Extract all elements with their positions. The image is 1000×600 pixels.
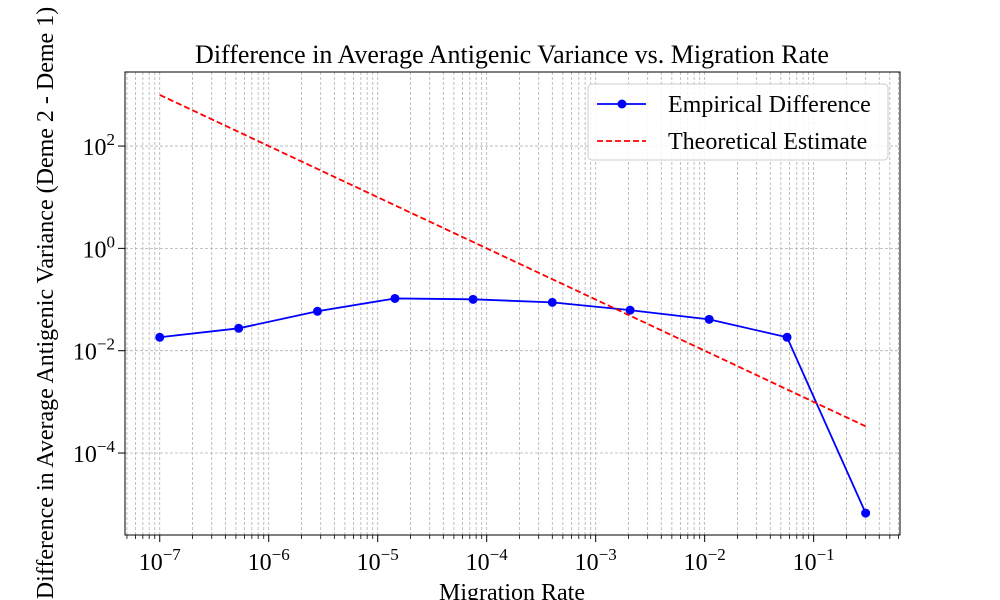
x-tick-label: 10−6 bbox=[248, 545, 290, 576]
x-tick-label: 10−5 bbox=[357, 545, 399, 576]
x-axis-label: Migration Rate bbox=[439, 580, 585, 600]
x-tick-label: 10−7 bbox=[139, 545, 182, 576]
x-tick-label: 10−1 bbox=[793, 545, 835, 576]
x-tick-label: 10−4 bbox=[466, 545, 509, 576]
data-point bbox=[861, 508, 871, 518]
data-point bbox=[625, 305, 635, 315]
data-point bbox=[547, 297, 557, 307]
y-tick-label: 10−2 bbox=[73, 335, 115, 366]
data-point bbox=[312, 306, 322, 316]
y-tick-label: 102 bbox=[83, 130, 116, 161]
legend-label: Empirical Difference bbox=[668, 92, 871, 118]
y-tick-label: 100 bbox=[83, 232, 116, 263]
data-point bbox=[704, 314, 714, 324]
x-tick-label: 10−2 bbox=[684, 545, 726, 576]
data-point bbox=[155, 332, 165, 342]
series-line bbox=[159, 94, 867, 428]
y-tick-label: 10−4 bbox=[73, 437, 116, 468]
data-point bbox=[234, 323, 244, 333]
data-point bbox=[468, 294, 478, 304]
chart-title: Difference in Average Antigenic Variance… bbox=[195, 40, 829, 69]
legend-marker bbox=[617, 99, 627, 109]
y-axis-label: Difference in Average Antigenic Variance… bbox=[33, 7, 59, 599]
data-point bbox=[782, 332, 792, 342]
legend-label: Theoretical Estimate bbox=[668, 129, 867, 155]
series-line bbox=[159, 297, 867, 514]
data-point bbox=[390, 293, 400, 303]
legend-box bbox=[587, 83, 889, 161]
plot-frame bbox=[124, 71, 901, 536]
x-tick-label: 10−3 bbox=[575, 545, 617, 576]
